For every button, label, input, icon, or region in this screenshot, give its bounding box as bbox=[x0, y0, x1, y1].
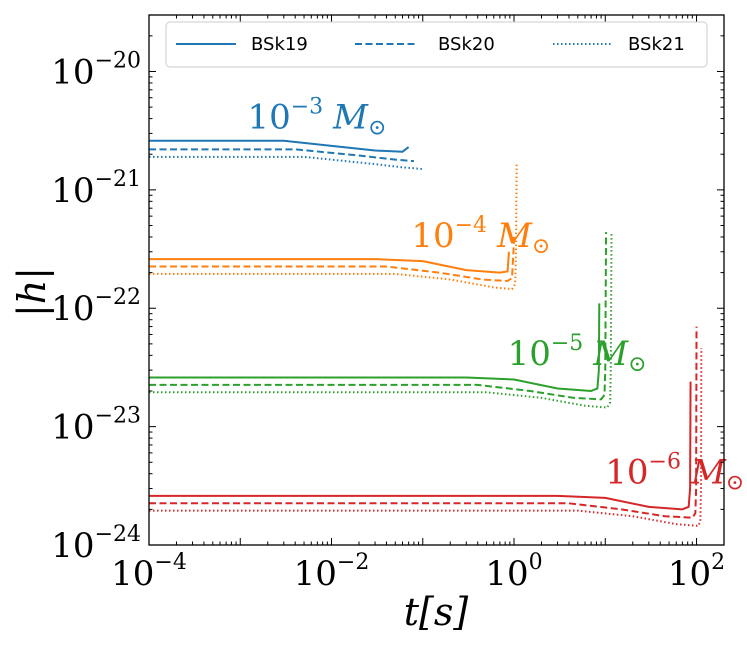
series-line-bsk19-group-3 bbox=[149, 303, 601, 392]
series-line-bsk21-group-1 bbox=[149, 155, 423, 171]
x-axis-label: t[s] bbox=[404, 590, 469, 634]
plot-frame bbox=[148, 14, 725, 546]
series-line-bsk19-group-1 bbox=[149, 139, 410, 153]
y-tick-label-5: 10−20 bbox=[51, 48, 141, 92]
legend: BSk19 BSk20 BSk21 bbox=[165, 21, 708, 68]
legend-box bbox=[165, 21, 708, 68]
series-line-bsk19-group-2 bbox=[149, 251, 510, 274]
mass-label-3: 10−5 M⊙ bbox=[508, 331, 647, 377]
series-line-bsk21-group-2 bbox=[149, 162, 518, 291]
x-tick-label-3: 100 bbox=[485, 550, 542, 594]
series-line-bsk19-group-4 bbox=[149, 381, 692, 511]
series-line-bsk21-group-3 bbox=[149, 232, 613, 409]
x-tick-label-1: 10−4 bbox=[111, 550, 187, 594]
x-tick-label-2: 10−2 bbox=[294, 550, 370, 594]
mass-label-4: 10−6 M⊙ bbox=[605, 450, 744, 496]
mass-label-1: 10−3 M⊙ bbox=[247, 94, 386, 140]
y-tick-label-1: 10−24 bbox=[51, 522, 141, 566]
legend-label-bsk21: BSk21 bbox=[628, 34, 685, 55]
series-line-bsk20-group-4 bbox=[149, 326, 698, 519]
y-axis-label: |h| bbox=[10, 267, 54, 317]
series-line-bsk20-group-2 bbox=[149, 236, 516, 282]
y-tick-label-4: 10−21 bbox=[51, 167, 141, 211]
y-tick-label-3: 10−22 bbox=[51, 285, 141, 329]
ticks-layer: 10−4 10−2 100 102 10−24 10−23 10−22 10−21 10−20 bbox=[51, 14, 725, 594]
mass-labels-layer: 10−3 M⊙ 10−4 M⊙ 10−5 M⊙ 10−6 M⊙ bbox=[247, 94, 744, 495]
series-line-bsk21-group-4 bbox=[149, 348, 703, 527]
series-line-bsk20-group-3 bbox=[149, 232, 608, 401]
series-line-bsk20-group-1 bbox=[149, 148, 414, 163]
x-tick-label-4: 102 bbox=[668, 550, 725, 594]
legend-label-bsk20: BSk20 bbox=[438, 34, 495, 55]
series-layer bbox=[149, 139, 703, 527]
mass-label-2: 10−4 M⊙ bbox=[411, 213, 550, 259]
y-tick-label-2: 10−23 bbox=[51, 404, 141, 448]
legend-label-bsk19: BSk19 bbox=[251, 34, 308, 55]
